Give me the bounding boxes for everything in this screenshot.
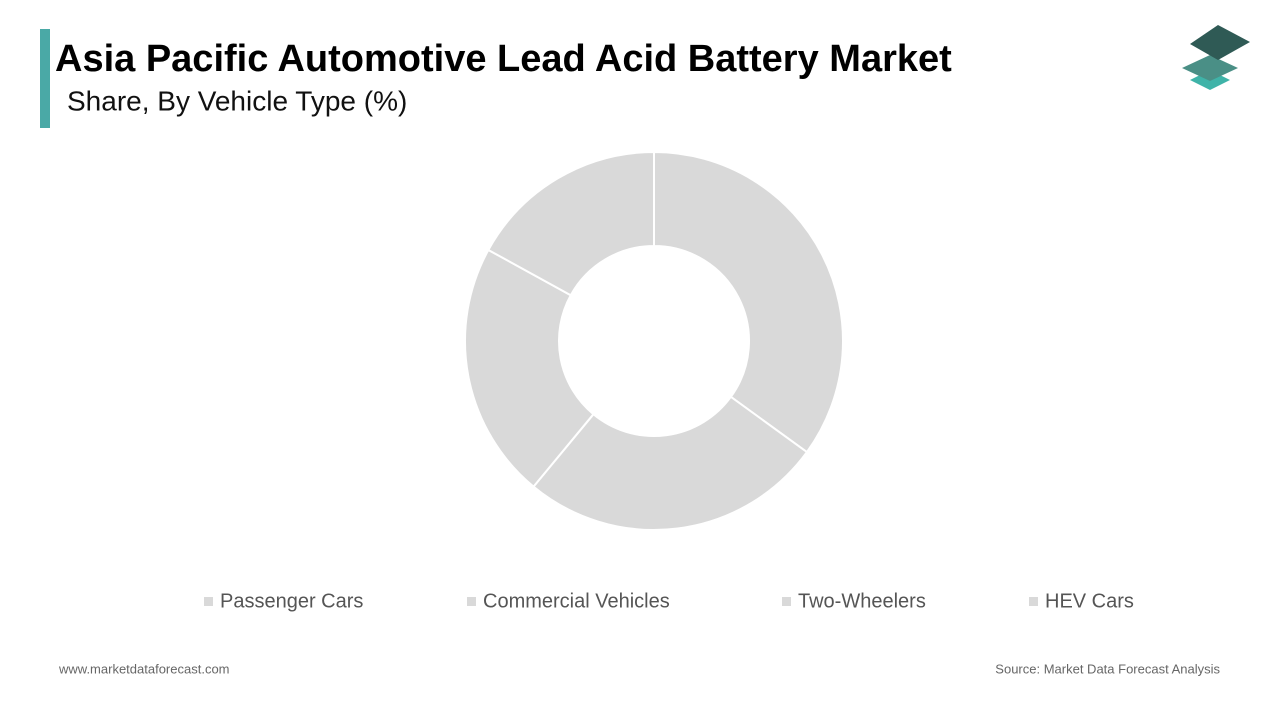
footer-website: www.marketdataforecast.com [58,661,230,676]
legend-swatch [467,597,476,606]
logo [1182,25,1250,90]
donut-segment [487,150,655,297]
legend-label: Two-Wheelers [798,590,926,612]
donut-segment [653,150,844,454]
chart-subtitle: Share, By Vehicle Type (%) [67,85,407,116]
donut-segment [464,248,595,489]
donut-segment [532,395,809,531]
legend-label: Passenger Cars [220,590,363,612]
legend-swatch [782,597,791,606]
legend-label: Commercial Vehicles [483,590,670,612]
legend-swatch [1029,597,1038,606]
title-accent [40,29,50,128]
legend-label: HEV Cars [1045,590,1134,612]
footer-source: Source: Market Data Forecast Analysis [995,661,1220,676]
legend-swatch [204,597,213,606]
chart-title: Asia Pacific Automotive Lead Acid Batter… [55,38,952,80]
